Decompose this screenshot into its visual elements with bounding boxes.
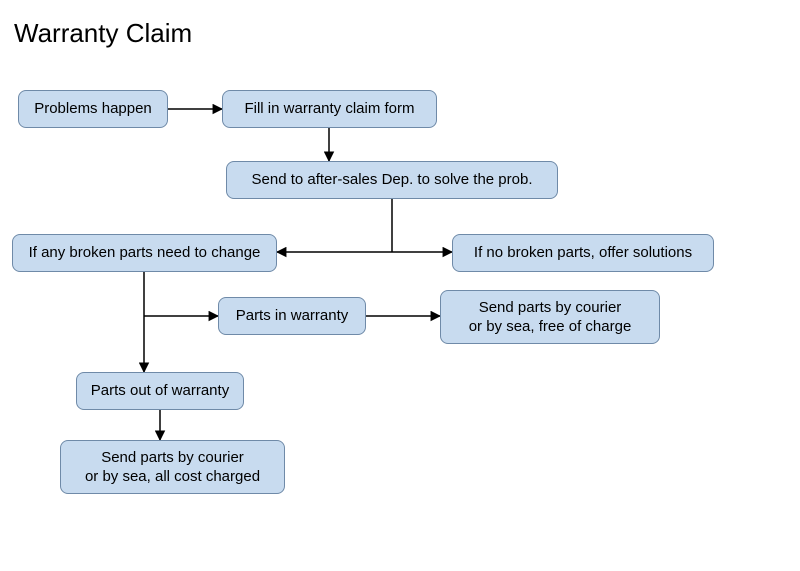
flowchart-node: Problems happen [18, 90, 168, 128]
diagram-title: Warranty Claim [14, 18, 192, 49]
flowchart-node: Send to after-sales Dep. to solve the pr… [226, 161, 558, 199]
flowchart-node: Fill in warranty claim form [222, 90, 437, 128]
flowchart-node: Send parts by courieror by sea, all cost… [60, 440, 285, 494]
flowchart-node: If no broken parts, offer solutions [452, 234, 714, 272]
flowchart-canvas: Warranty Claim Problems happen Fill in wa… [0, 0, 800, 571]
flowchart-node: Send parts by courieror by sea, free of … [440, 290, 660, 344]
flowchart-node: Parts out of warranty [76, 372, 244, 410]
flowchart-node: Parts in warranty [218, 297, 366, 335]
flowchart-node: If any broken parts need to change [12, 234, 277, 272]
